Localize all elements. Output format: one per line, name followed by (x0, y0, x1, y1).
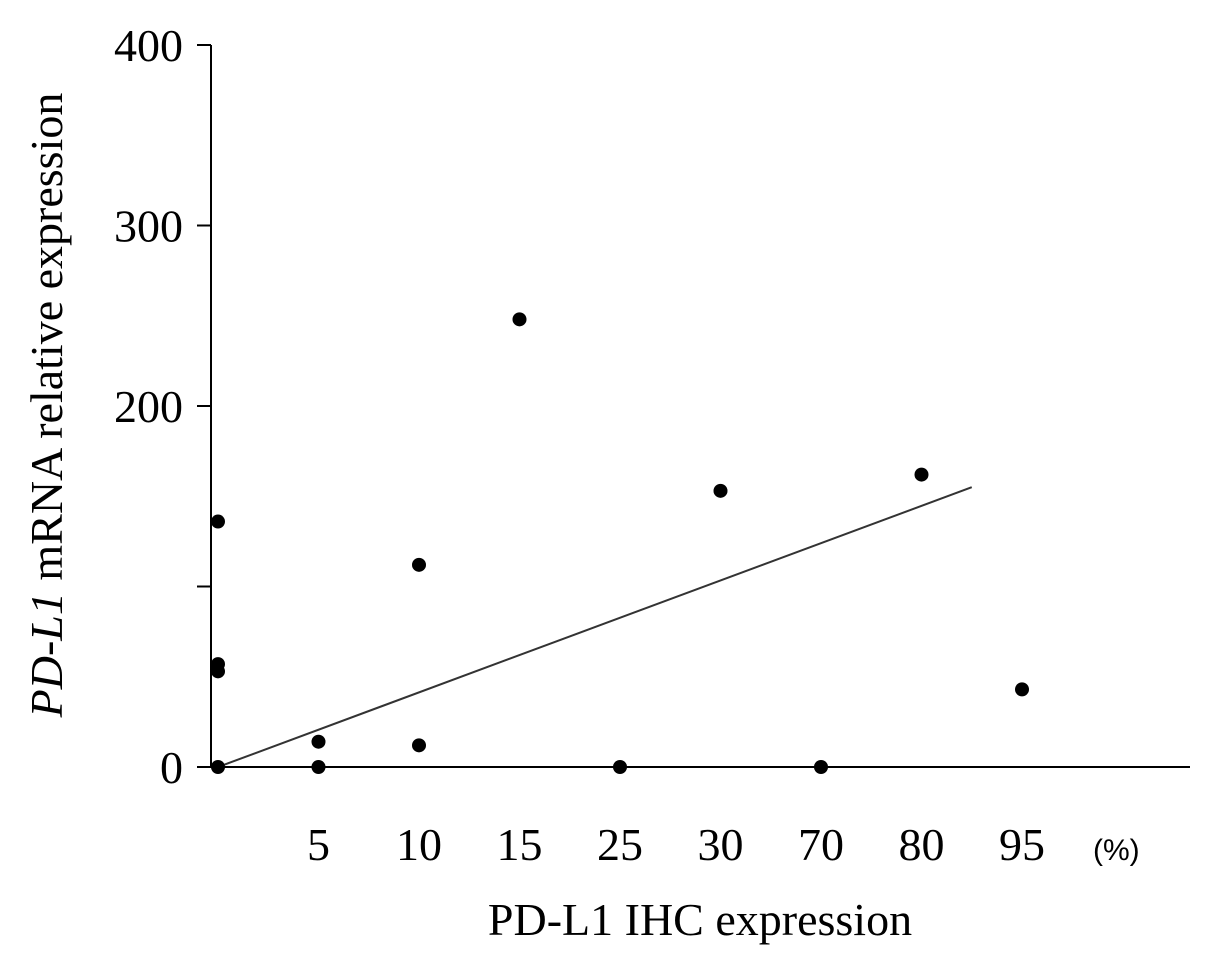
x-tick-label: 70 (798, 819, 844, 870)
data-point (211, 664, 225, 679)
y-axis-title-gene: PD-L1 (21, 592, 72, 718)
y-tick-label: 400 (114, 20, 183, 71)
data-point (211, 514, 225, 529)
y-axis-title: PD-L1 mRNA relative expression (21, 93, 72, 719)
data-point (412, 557, 426, 572)
data-point (311, 760, 326, 774)
y-axis-title-rest: mRNA relative expression (21, 93, 72, 593)
data-point (211, 760, 225, 774)
y-tick-label: 0 (160, 742, 183, 793)
data-point (613, 760, 627, 774)
data-point (311, 734, 326, 749)
x-axis-title: PD-L1 IHC expression (488, 894, 912, 945)
x-tick-label: 25 (597, 819, 643, 870)
data-point (1015, 682, 1029, 697)
data-points (211, 312, 1029, 774)
data-point (814, 760, 828, 774)
y-tick-label: 200 (114, 381, 183, 432)
x-tick-label: 95 (999, 819, 1045, 870)
x-axis-unit: (%) (1093, 834, 1140, 867)
data-point (412, 738, 426, 753)
y-tick-label: 300 (114, 201, 183, 252)
x-tick-label: 30 (698, 819, 744, 870)
x-tick-label: 5 (307, 819, 330, 870)
x-tick-label: 80 (899, 819, 945, 870)
data-point (713, 483, 728, 498)
data-point (512, 312, 527, 327)
y-axis-ticks: 0 200 300 400 (114, 20, 211, 793)
trendline-group (217, 486, 973, 768)
x-axis-ticks: 5 10 15 25 30 70 80 95 (307, 819, 1045, 870)
data-point (914, 467, 929, 482)
x-tick-label: 10 (396, 819, 442, 870)
x-tick-label: 15 (497, 819, 543, 870)
trend-line (217, 486, 973, 768)
